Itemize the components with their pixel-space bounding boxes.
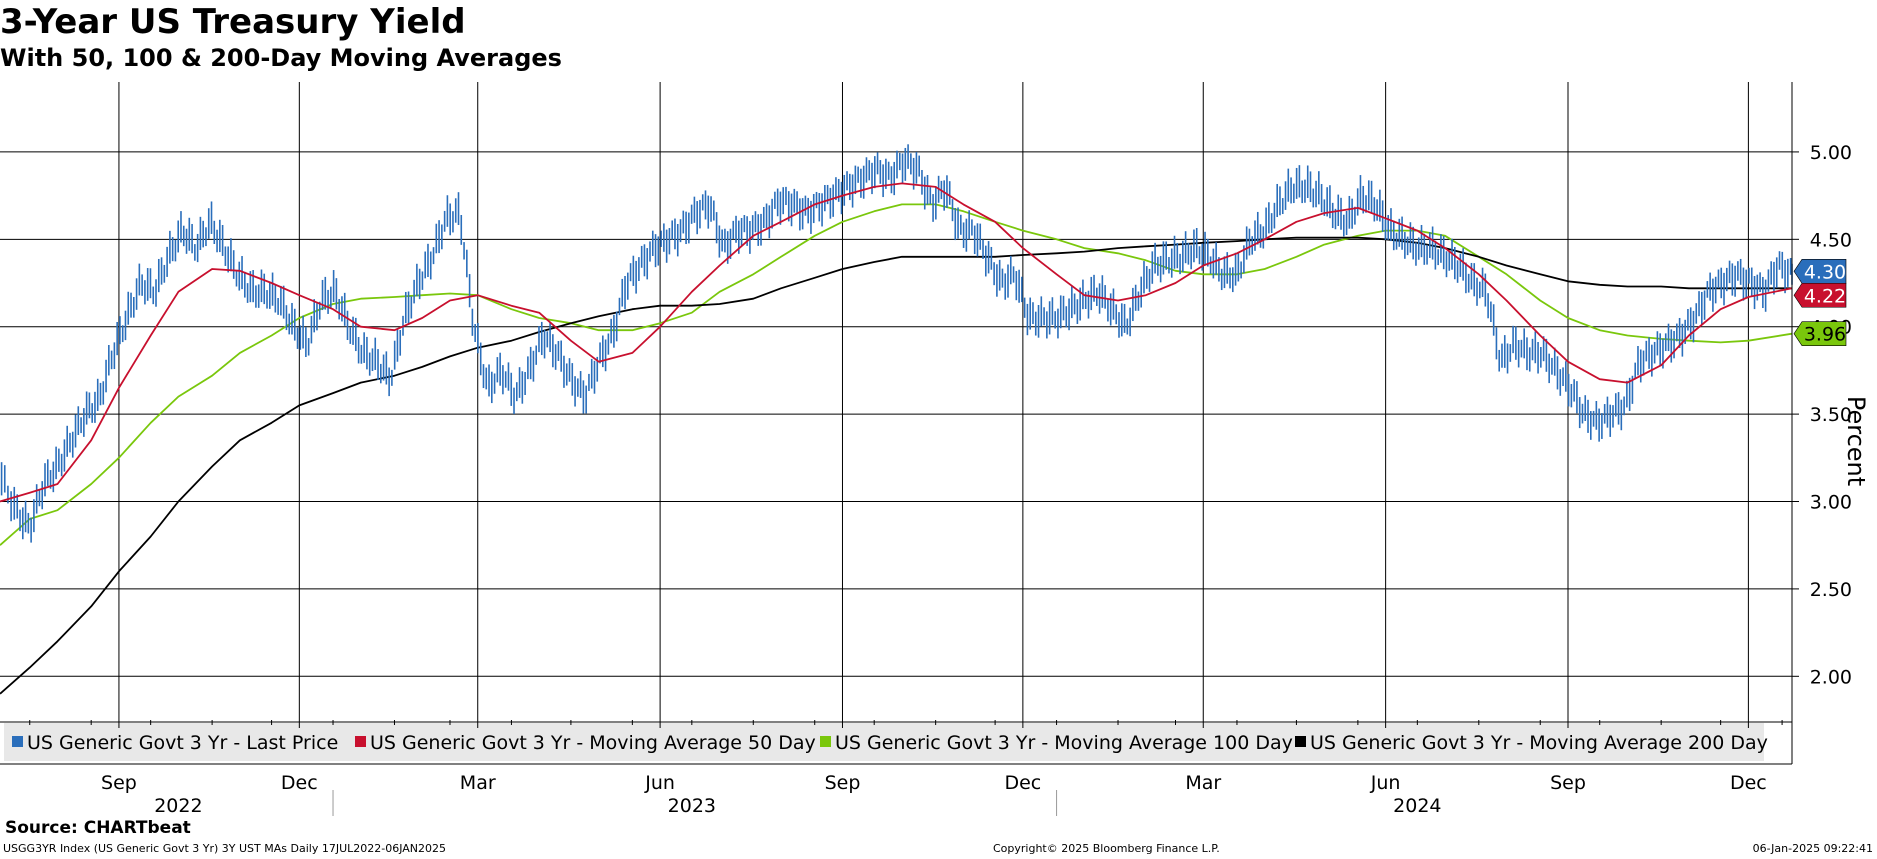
x-month-label: Sep [1550,772,1586,794]
y-tick-label: 2.50 [1810,579,1852,601]
axes: 2.002.503.003.504.004.505.00SepDecMarJun… [0,82,1870,817]
x-month-label: Dec [1730,772,1767,794]
footer-timestamp: 06-Jan-2025 09:22:41 [1752,842,1873,855]
last-value-tag [1793,258,1847,284]
y-tick-label: 3.00 [1810,492,1852,514]
x-year-label: 2023 [668,795,716,817]
x-month-label: Dec [281,772,318,794]
legend-entry: US Generic Govt 3 Yr - Last Price [27,732,338,754]
series-line-3 [0,236,1792,695]
x-month-label: Mar [460,772,496,794]
y-tick-label: 2.00 [1810,666,1852,688]
last-value-tags: 4.304.22 3.96 [1793,258,1847,347]
chart-title: 3-Year US Treasury Yield [0,2,466,42]
last-value-tag [1793,282,1847,308]
last-value-label: 3.96 [1804,324,1846,346]
x-month-label: Sep [101,772,137,794]
x-year-label: 2024 [1393,795,1441,817]
legend-swatch [12,736,23,747]
x-month-label: Dec [1004,772,1041,794]
series-line-1 [0,182,1793,503]
legend-background [4,723,1764,761]
footer-source: Source: CHARTbeat [5,818,191,838]
legend-swatch [1295,736,1306,747]
y-tick-label: 4.50 [1810,229,1852,251]
y-tick-label: 3.50 [1810,404,1852,426]
chart-subtitle: With 50, 100 & 200-Day Moving Averages [0,44,562,72]
last-value-label: 4.22 [1804,285,1846,307]
y-tick-label: 5.00 [1810,142,1852,164]
x-year-label: 2022 [154,795,202,817]
series-layer [0,144,1793,695]
x-month-label: Jun [644,772,675,794]
footer-ticker: USGG3YR Index (US Generic Govt 3 Yr) 3Y … [3,842,447,855]
x-month-label: Jun [1370,772,1401,794]
legend: US Generic Govt 3 Yr - Last Price US Gene… [4,723,1768,761]
grid-layer [0,82,1792,720]
legend-swatch [355,736,366,747]
footer-copyright: Copyright© 2025 Bloomberg Finance L.P. [993,842,1220,855]
legend-entry: US Generic Govt 3 Yr - Moving Average 20… [1310,732,1768,754]
legend-swatch [820,736,831,747]
legend-entry: US Generic Govt 3 Yr - Moving Average 50… [370,732,816,754]
x-month-label: Sep [825,772,861,794]
legend-entry: US Generic Govt 3 Yr - Moving Average 10… [835,732,1293,754]
last-value-label: 4.30 [1804,261,1846,283]
y-axis-title: Percent [1842,396,1870,486]
x-month-label: Mar [1185,772,1221,794]
last-value-tag [1793,321,1847,347]
series-line-2 [0,203,1793,546]
